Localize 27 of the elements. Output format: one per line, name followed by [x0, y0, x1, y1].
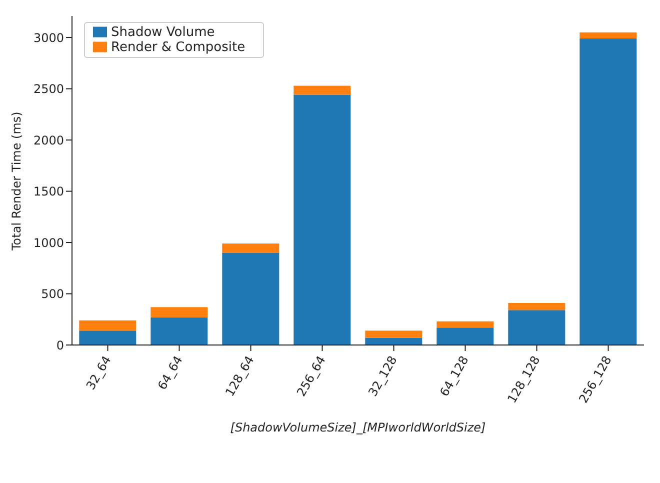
legend-label: Render & Composite	[111, 40, 246, 55]
legend-label: Shadow Volume	[111, 25, 215, 40]
bar	[222, 244, 280, 253]
bar	[436, 321, 494, 328]
x-axis-title: [ShadowVolumeSize]_[MPIworldWorldSize]	[230, 420, 486, 435]
bar	[508, 310, 566, 345]
bar	[365, 338, 422, 345]
bar	[294, 94, 351, 345]
bar	[294, 86, 351, 95]
y-tick-label: 1500	[33, 184, 64, 199]
bar	[365, 330, 422, 338]
y-tick-label: 2500	[33, 82, 64, 96]
y-tick-label: 0	[56, 338, 64, 352]
bar	[79, 330, 136, 345]
y-tick-label: 3000	[33, 30, 64, 45]
bar	[150, 317, 208, 345]
y-tick-label: 1000	[33, 236, 64, 250]
bar	[580, 32, 637, 39]
bar	[436, 328, 494, 345]
y-axis-title: Total Render Time (ms)	[9, 112, 24, 252]
bar	[150, 307, 208, 318]
bar	[580, 38, 637, 345]
bar	[222, 252, 280, 345]
bar	[508, 302, 566, 310]
y-tick-label: 500	[41, 287, 64, 302]
bar	[79, 320, 136, 331]
y-tick-label: 2000	[33, 133, 64, 148]
